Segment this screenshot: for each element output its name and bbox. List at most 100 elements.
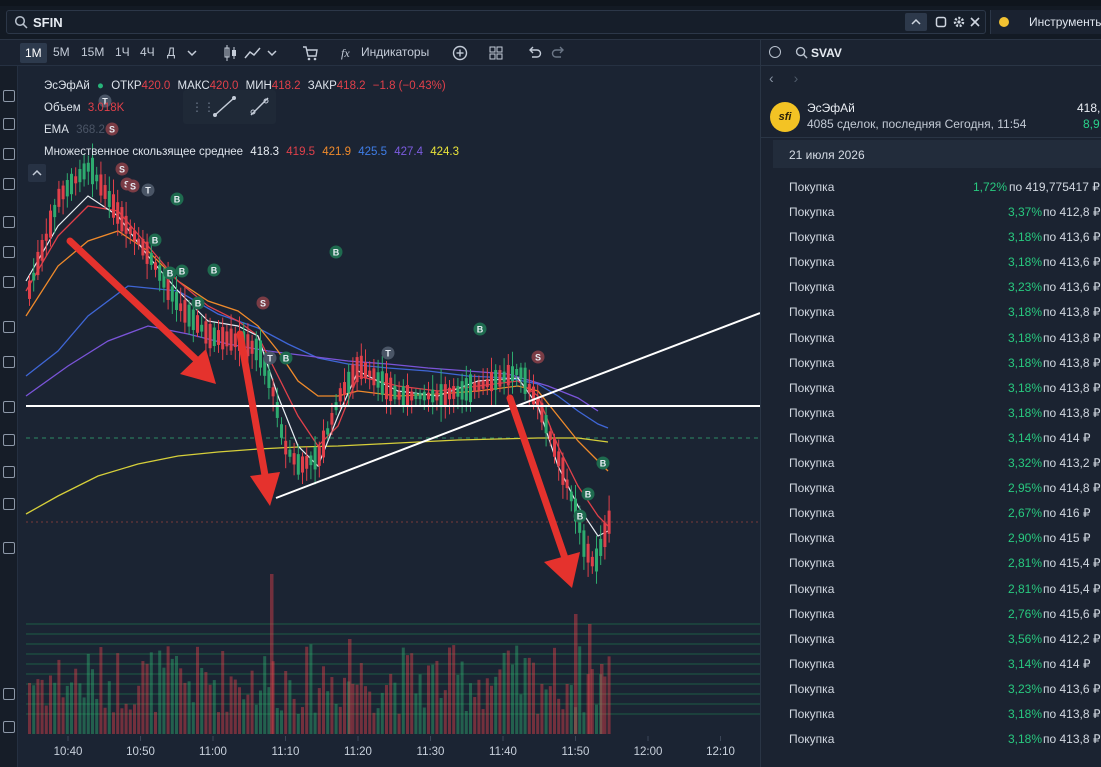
- date-header: 21 июля 2026: [773, 140, 1101, 168]
- candle-body: [170, 286, 174, 302]
- eye-icon[interactable]: [3, 498, 15, 510]
- lock-tool-icon[interactable]: [3, 434, 15, 446]
- ruler-tool-icon[interactable]: [3, 321, 15, 333]
- trade-row[interactable]: Покупка 2,81% по 415,4 ₽: [773, 576, 1101, 601]
- trend-line[interactable]: [275, 312, 760, 499]
- lines-tool-icon[interactable]: [3, 148, 15, 160]
- trade-row[interactable]: Покупка 3,18% по 413,8 ₽: [773, 375, 1101, 400]
- trade-price: по 413,6 ₽: [1043, 280, 1101, 295]
- interval-4h-button[interactable]: 4Ч: [140, 45, 155, 59]
- trade-row[interactable]: Покупка 3,18% по 413,6 ₽: [773, 224, 1101, 249]
- candles-type-icon[interactable]: [222, 44, 238, 62]
- scroll-up-button[interactable]: [28, 164, 46, 182]
- candle-body: [599, 538, 603, 556]
- trade-row[interactable]: Покупка 3,56% по 412,2 ₽: [773, 626, 1101, 651]
- trade-type: Покупка: [789, 280, 835, 295]
- ticker-search-field[interactable]: SFIN: [6, 10, 986, 34]
- trade-price: по 412,8 ₽: [1043, 205, 1101, 220]
- trade-row[interactable]: Покупка 2,81% по 415,4 ₽: [773, 550, 1101, 575]
- volume-bar: [242, 699, 246, 734]
- drawing-mini-toolbar[interactable]: ⋮⋮: [183, 90, 276, 124]
- magnet-tool-icon[interactable]: [3, 401, 15, 413]
- trade-row[interactable]: Покупка 3,18% по 413,8 ₽: [773, 350, 1101, 375]
- indicators-button[interactable]: Индикаторы: [361, 45, 430, 59]
- volume-bar: [553, 647, 556, 734]
- trade-type: Покупка: [789, 531, 835, 546]
- trash-icon[interactable]: [3, 542, 15, 554]
- trade-row[interactable]: Покупка 2,76% по 415,6 ₽: [773, 601, 1101, 626]
- trade-row[interactable]: Покупка 3,18% по 413,8 ₽: [773, 325, 1101, 350]
- trade-marker: S: [256, 296, 270, 310]
- interval-1m-button[interactable]: 1М: [20, 43, 47, 63]
- volume-bar: [217, 712, 220, 734]
- chevron-down-icon[interactable]: [186, 47, 198, 59]
- trade-row[interactable]: Покупка 1,72% по 419,775417 ₽: [773, 174, 1101, 199]
- volume-bar: [124, 703, 128, 734]
- gear-icon[interactable]: [952, 15, 966, 29]
- trade-marker-letter: S: [130, 182, 136, 192]
- price-chart[interactable]: TSSSSTBBBBBBSTBBTBSBBB 10:4010:5011:0011…: [18, 66, 760, 767]
- layout-grid-icon[interactable]: [488, 45, 504, 61]
- trade-row[interactable]: Покупка 3,18% по 413,6 ₽: [773, 249, 1101, 274]
- forward-chevron-icon[interactable]: ›: [793, 70, 799, 86]
- instruments-tab[interactable]: Инструменты: [990, 10, 1101, 34]
- trade-row[interactable]: Покупка 3,23% по 413,6 ₽: [773, 676, 1101, 701]
- trendline-tool-icon[interactable]: [3, 118, 15, 130]
- interval-d-button[interactable]: Д: [167, 45, 176, 59]
- candle-body: [401, 386, 405, 406]
- trade-row[interactable]: Покупка 3,23% по 413,6 ₽: [773, 274, 1101, 299]
- chevron-down-icon[interactable]: [266, 47, 278, 59]
- volume-bar: [233, 679, 237, 734]
- interval-1h-button[interactable]: 1Ч: [115, 45, 130, 59]
- trade-row[interactable]: Покупка 3,18% по 413,8 ₽: [773, 701, 1101, 726]
- lock-drawings-icon[interactable]: [3, 466, 15, 478]
- star-icon[interactable]: [3, 688, 15, 700]
- trade-percent: 2,81%: [1007, 556, 1042, 571]
- volume-bar: [565, 683, 569, 734]
- zoom-tool-icon[interactable]: [3, 356, 15, 368]
- trade-row[interactable]: Покупка 3,18% по 413,8 ₽: [773, 726, 1101, 751]
- window-icon[interactable]: [935, 16, 947, 28]
- crosshair-tool-icon[interactable]: [3, 90, 15, 102]
- template-icon[interactable]: [3, 721, 15, 733]
- trade-row[interactable]: Покупка 2,67% по 416 ₽: [773, 500, 1101, 525]
- back-chevron-icon[interactable]: ‹: [769, 70, 774, 86]
- pen-tool-icon[interactable]: [3, 246, 15, 258]
- interval-5m-button[interactable]: 5М: [53, 45, 70, 59]
- time-tick-label: 12:10: [706, 746, 735, 758]
- volume-bar: [544, 689, 548, 734]
- trade-row[interactable]: Покупка 2,90% по 415 ₽: [773, 525, 1101, 550]
- panel-search-field[interactable]: SVAV: [761, 40, 1101, 66]
- add-circle-icon[interactable]: [452, 45, 468, 61]
- undo-icon[interactable]: [526, 45, 542, 61]
- volume-bar: [410, 653, 414, 734]
- add-icon[interactable]: [769, 46, 781, 58]
- close-icon[interactable]: [969, 16, 981, 28]
- trade-row[interactable]: Покупка 3,14% по 414 ₽: [773, 425, 1101, 450]
- candle-body: [32, 272, 36, 281]
- volume-bar: [28, 682, 31, 734]
- trade-row[interactable]: Покупка 2,95% по 414,8 ₽: [773, 475, 1101, 500]
- legend-ticker-name: ЭсЭфАй: [44, 80, 90, 92]
- candle-body: [469, 374, 472, 403]
- trade-row[interactable]: Покупка 3,37% по 412,8 ₽: [773, 199, 1101, 224]
- cart-icon[interactable]: [302, 45, 318, 61]
- trade-row[interactable]: Покупка 3,18% по 413,8 ₽: [773, 299, 1101, 324]
- collapse-button[interactable]: [905, 13, 927, 31]
- chart-type-icon[interactable]: [244, 45, 262, 61]
- brush-tool-icon[interactable]: [3, 178, 15, 190]
- text-tool-icon[interactable]: [3, 276, 15, 288]
- volume-bar: [267, 687, 271, 734]
- trade-row[interactable]: Покупка 3,32% по 413,2 ₽: [773, 450, 1101, 475]
- candle-body: [385, 373, 388, 400]
- redo-icon[interactable]: [551, 45, 567, 61]
- volume-bar: [338, 706, 342, 734]
- interval-15m-button[interactable]: 15М: [81, 45, 105, 59]
- volume-bar: [452, 645, 456, 734]
- chart-canvas[interactable]: TSSSSTBBBBBBSTBBTBSBBB 10:4010:5011:0011…: [18, 66, 760, 767]
- trade-row[interactable]: Покупка 3,14% по 414 ₽: [773, 651, 1101, 676]
- company-header[interactable]: sfi ЭсЭфАй 4085 сделок, последняя Сегодн…: [761, 96, 1101, 138]
- pattern-tool-icon[interactable]: [3, 216, 15, 228]
- trade-row[interactable]: Покупка 3,18% по 413,8 ₽: [773, 400, 1101, 425]
- volume-bar: [208, 684, 212, 734]
